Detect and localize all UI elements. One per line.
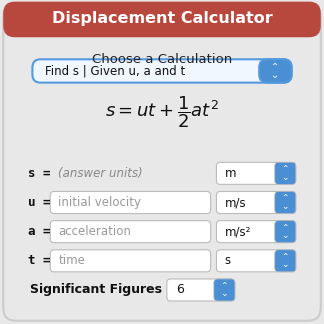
- Text: ⌃
⌄: ⌃ ⌄: [282, 194, 289, 211]
- FancyBboxPatch shape: [275, 162, 296, 184]
- FancyBboxPatch shape: [50, 221, 211, 243]
- Text: ⌃
⌄: ⌃ ⌄: [282, 252, 289, 269]
- FancyBboxPatch shape: [50, 250, 211, 272]
- Text: $s = ut + \dfrac{1}{2}at^2$: $s = ut + \dfrac{1}{2}at^2$: [105, 94, 219, 130]
- FancyBboxPatch shape: [214, 279, 235, 301]
- FancyBboxPatch shape: [167, 279, 235, 301]
- FancyBboxPatch shape: [3, 2, 321, 37]
- FancyBboxPatch shape: [216, 250, 296, 272]
- Text: ⌃
⌄: ⌃ ⌄: [282, 223, 289, 240]
- Text: s: s: [225, 254, 231, 267]
- FancyBboxPatch shape: [216, 221, 296, 243]
- Text: Displacement Calculator: Displacement Calculator: [52, 11, 272, 26]
- Text: 6: 6: [177, 284, 184, 296]
- FancyBboxPatch shape: [3, 3, 321, 321]
- Text: acceleration: acceleration: [58, 225, 131, 238]
- Text: Significant Figures: Significant Figures: [30, 284, 162, 296]
- Text: (answer units): (answer units): [58, 167, 143, 180]
- Text: m: m: [225, 167, 236, 180]
- FancyBboxPatch shape: [216, 191, 296, 214]
- Text: m/s: m/s: [225, 196, 246, 209]
- FancyBboxPatch shape: [275, 221, 296, 243]
- FancyBboxPatch shape: [50, 191, 211, 214]
- Text: u =: u =: [28, 196, 50, 209]
- FancyBboxPatch shape: [259, 59, 292, 83]
- Text: ⌃
⌄: ⌃ ⌄: [271, 62, 280, 80]
- FancyBboxPatch shape: [216, 162, 296, 184]
- Text: t =: t =: [28, 254, 50, 267]
- Text: s =: s =: [28, 167, 50, 180]
- Text: m/s²: m/s²: [225, 225, 251, 238]
- FancyBboxPatch shape: [275, 191, 296, 214]
- Text: time: time: [58, 254, 85, 267]
- Text: Find s | Given u, a and t: Find s | Given u, a and t: [45, 64, 186, 77]
- Text: a =: a =: [28, 225, 50, 238]
- Text: initial velocity: initial velocity: [58, 196, 141, 209]
- Text: ⌃
⌄: ⌃ ⌄: [221, 282, 228, 298]
- FancyBboxPatch shape: [32, 59, 292, 83]
- FancyBboxPatch shape: [275, 250, 296, 272]
- Text: ⌃
⌄: ⌃ ⌄: [282, 165, 289, 182]
- Text: Choose a Calculation: Choose a Calculation: [92, 53, 232, 66]
